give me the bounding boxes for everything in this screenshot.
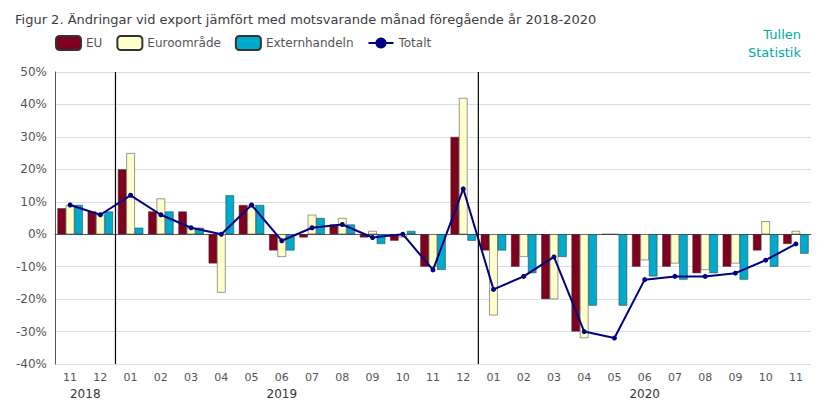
- svg-text:-10%: -10%: [16, 260, 47, 274]
- svg-text:01: 01: [486, 371, 500, 384]
- svg-text:09: 09: [728, 371, 742, 384]
- svg-text:2018: 2018: [70, 387, 101, 401]
- svg-text:03: 03: [184, 371, 198, 384]
- svg-text:Tullen: Tullen: [762, 27, 801, 42]
- svg-text:05: 05: [607, 371, 621, 384]
- svg-text:2019: 2019: [267, 387, 298, 401]
- svg-text:Statistik: Statistik: [748, 45, 802, 60]
- svg-text:09: 09: [366, 371, 380, 384]
- svg-text:2020: 2020: [629, 387, 660, 401]
- svg-text:04: 04: [214, 371, 228, 384]
- svg-text:Externhandeln: Externhandeln: [266, 36, 354, 50]
- svg-text:-30%: -30%: [16, 325, 47, 339]
- svg-text:Totalt: Totalt: [397, 36, 431, 50]
- svg-text:04: 04: [577, 371, 591, 384]
- svg-text:07: 07: [668, 371, 682, 384]
- svg-text:EU: EU: [86, 36, 102, 50]
- svg-text:40%: 40%: [20, 97, 47, 111]
- svg-text:-40%: -40%: [16, 357, 47, 371]
- svg-text:03: 03: [547, 371, 561, 384]
- svg-text:01: 01: [124, 371, 138, 384]
- svg-text:08: 08: [335, 371, 349, 384]
- svg-text:10: 10: [759, 371, 773, 384]
- svg-text:50%: 50%: [20, 65, 47, 79]
- svg-text:07: 07: [305, 371, 319, 384]
- svg-text:20%: 20%: [20, 162, 47, 176]
- svg-text:Euroområde: Euroområde: [147, 36, 221, 50]
- svg-text:11: 11: [789, 371, 803, 384]
- svg-text:30%: 30%: [20, 130, 47, 144]
- svg-text:10: 10: [396, 371, 410, 384]
- svg-text:Figur 2. Ändringar vid export: Figur 2. Ändringar vid export jämfört me…: [15, 12, 596, 27]
- svg-text:08: 08: [698, 371, 712, 384]
- svg-text:-20%: -20%: [16, 292, 47, 306]
- svg-text:02: 02: [154, 371, 168, 384]
- svg-text:12: 12: [456, 371, 470, 384]
- svg-text:11: 11: [426, 371, 440, 384]
- svg-text:06: 06: [638, 371, 652, 384]
- svg-text:05: 05: [245, 371, 259, 384]
- svg-text:06: 06: [275, 371, 289, 384]
- svg-text:0%: 0%: [28, 227, 47, 241]
- svg-text:12: 12: [93, 371, 107, 384]
- svg-text:02: 02: [517, 371, 531, 384]
- svg-text:10%: 10%: [20, 195, 47, 209]
- svg-text:11: 11: [63, 371, 77, 384]
